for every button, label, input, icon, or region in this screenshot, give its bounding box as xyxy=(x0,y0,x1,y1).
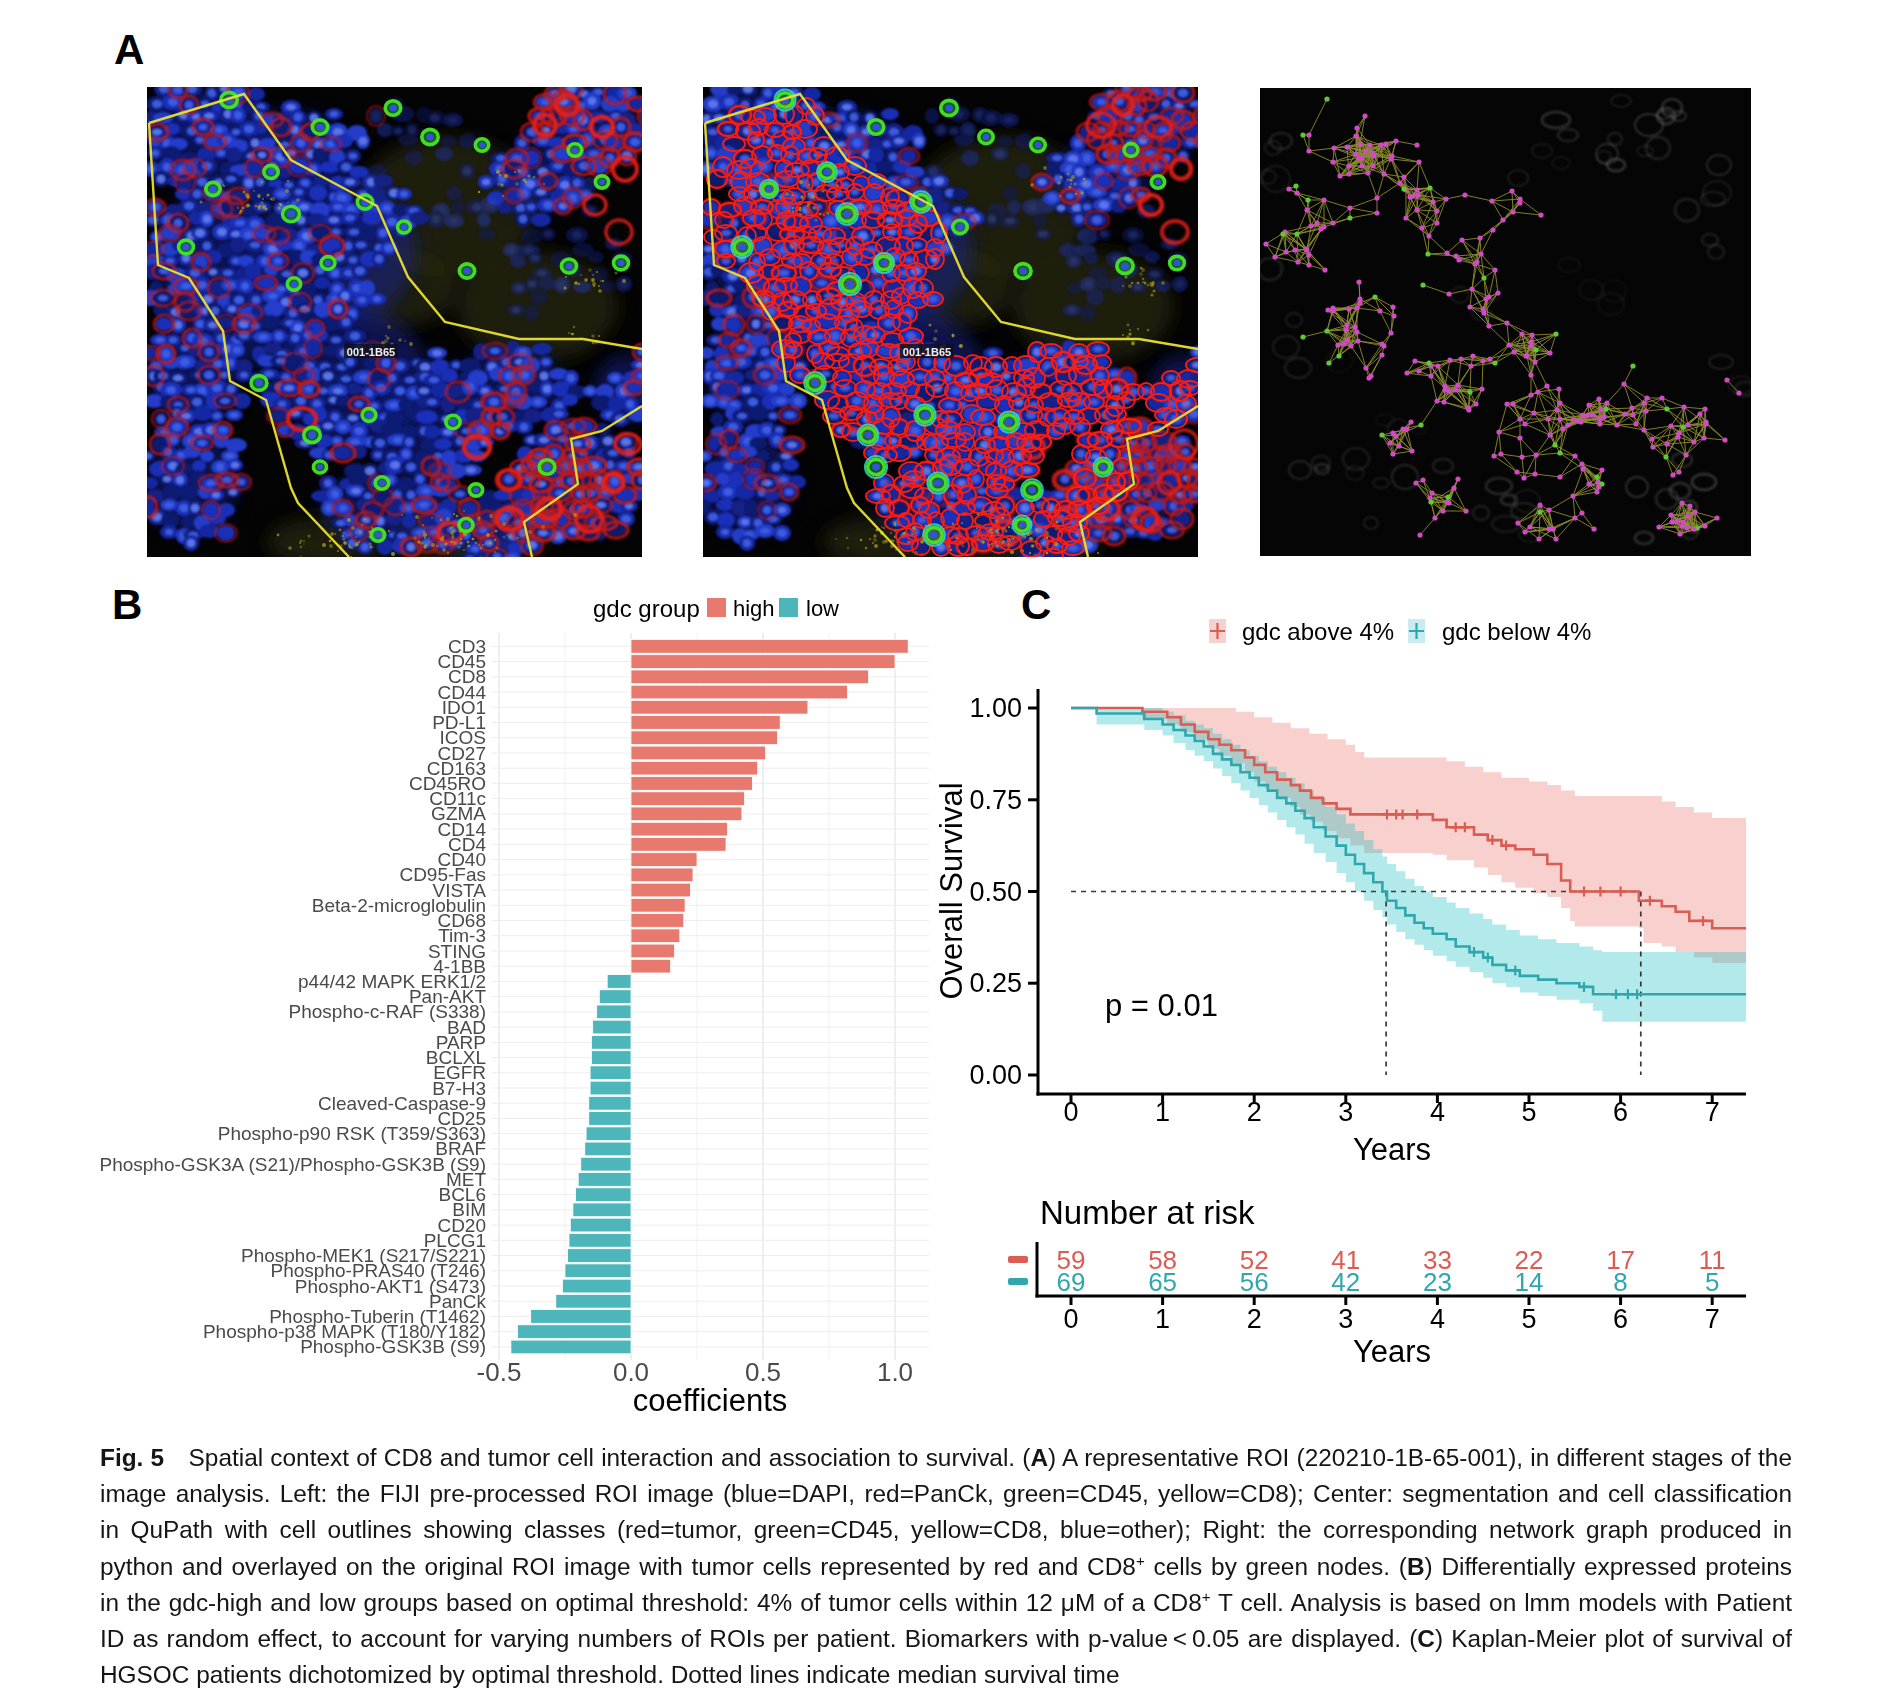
svg-text:0: 0 xyxy=(1063,1304,1078,1334)
svg-text:-0.5: -0.5 xyxy=(477,1357,522,1387)
svg-text:7: 7 xyxy=(1705,1097,1720,1127)
svg-text:14: 14 xyxy=(1515,1267,1544,1297)
svg-text:low: low xyxy=(806,596,839,621)
svg-text:23: 23 xyxy=(1423,1267,1452,1297)
svg-text:0.50: 0.50 xyxy=(969,877,1022,907)
svg-text:Years: Years xyxy=(1353,1334,1431,1369)
svg-text:1: 1 xyxy=(1155,1097,1170,1127)
svg-text:gdc group: gdc group xyxy=(593,595,700,622)
svg-text:0.25: 0.25 xyxy=(969,968,1022,998)
svg-text:high: high xyxy=(733,596,775,621)
svg-text:Years: Years xyxy=(1353,1132,1431,1167)
svg-text:6: 6 xyxy=(1613,1304,1628,1334)
svg-text:0.00: 0.00 xyxy=(969,1060,1022,1090)
svg-text:5: 5 xyxy=(1521,1097,1536,1127)
svg-text:p = 0.01: p = 0.01 xyxy=(1105,988,1218,1023)
svg-text:Overall Survival: Overall Survival xyxy=(934,782,969,999)
svg-text:4: 4 xyxy=(1430,1097,1445,1127)
svg-text:2: 2 xyxy=(1247,1304,1262,1334)
svg-text:8: 8 xyxy=(1613,1267,1627,1297)
svg-text:56: 56 xyxy=(1240,1267,1269,1297)
svg-text:0: 0 xyxy=(1063,1097,1078,1127)
svg-text:65: 65 xyxy=(1148,1267,1177,1297)
svg-text:gdc above 4%: gdc above 4% xyxy=(1242,618,1394,645)
svg-text:42: 42 xyxy=(1331,1267,1360,1297)
svg-text:1.0: 1.0 xyxy=(877,1357,913,1387)
svg-text:0.75: 0.75 xyxy=(969,785,1022,815)
svg-text:7: 7 xyxy=(1705,1304,1720,1334)
svg-text:6: 6 xyxy=(1613,1097,1628,1127)
svg-text:coefficients: coefficients xyxy=(633,1383,788,1418)
svg-text:1: 1 xyxy=(1155,1304,1170,1334)
svg-text:1.00: 1.00 xyxy=(969,693,1022,723)
svg-text:5: 5 xyxy=(1705,1267,1719,1297)
svg-text:69: 69 xyxy=(1057,1267,1086,1297)
svg-text:gdc below 4%: gdc below 4% xyxy=(1442,618,1591,645)
svg-text:3: 3 xyxy=(1338,1097,1353,1127)
svg-text:Phospho-GSK3A (S21)/Phospho-GS: Phospho-GSK3A (S21)/Phospho-GSK3B (S9) xyxy=(99,1154,486,1175)
svg-text:5: 5 xyxy=(1521,1304,1536,1334)
svg-text:2: 2 xyxy=(1247,1097,1262,1127)
svg-text:Phospho-GSK3B (S9): Phospho-GSK3B (S9) xyxy=(300,1336,486,1357)
svg-text:4: 4 xyxy=(1430,1304,1445,1334)
svg-text:3: 3 xyxy=(1338,1304,1353,1334)
svg-text:Number at risk: Number at risk xyxy=(1040,1194,1255,1231)
